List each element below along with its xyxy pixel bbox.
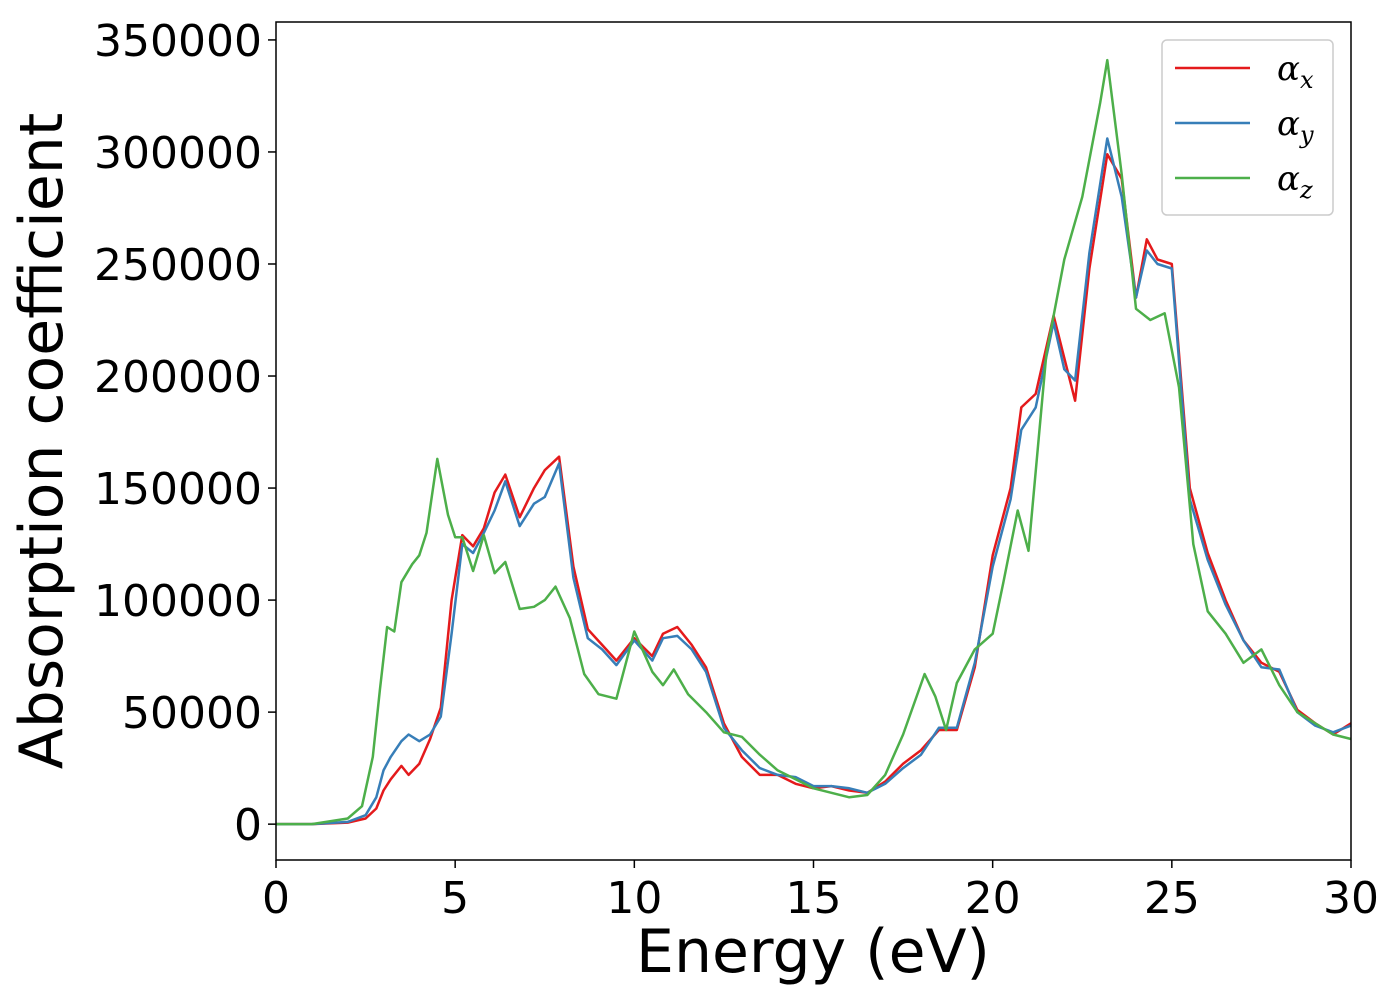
plot-lines	[276, 58, 1352, 826]
legend-label-y: αy	[1277, 104, 1314, 149]
x-tick-label: 5	[441, 873, 469, 924]
y-tick-label: 50000	[122, 688, 262, 739]
x-tick-label: 0	[262, 873, 290, 924]
x-tick-label: 15	[786, 873, 842, 924]
x-tick-label: 30	[1323, 873, 1379, 924]
x-tick-label: 25	[1144, 873, 1200, 924]
x-tick-label: 10	[606, 873, 662, 924]
x-axis-title: Energy (eV)	[636, 917, 990, 987]
legend-box	[1161, 39, 1334, 216]
y-tick-label: 100000	[94, 576, 262, 627]
x-axis-ticks: 0 5 10 15 20 25 30	[262, 860, 1379, 924]
y-tick-label: 350000	[94, 16, 262, 67]
series-line-z	[276, 58, 1352, 826]
y-tick-label: 250000	[94, 240, 262, 291]
legend: αx αy αz	[1161, 39, 1334, 216]
legend-label-x: αx	[1277, 49, 1314, 94]
legend-label-z: αz	[1277, 159, 1313, 204]
x-tick-label: 20	[965, 873, 1021, 924]
y-tick-label: 150000	[94, 464, 262, 515]
y-tick-label: 0	[234, 800, 262, 851]
y-tick-label: 300000	[94, 128, 262, 179]
series-line-y	[276, 137, 1352, 826]
y-axis-ticks: 0 50000 100000 150000 200000 250000 300000 3500…	[94, 16, 276, 851]
y-axis-title: Absorption coefficient	[7, 113, 77, 770]
y-tick-label: 200000	[94, 352, 262, 403]
